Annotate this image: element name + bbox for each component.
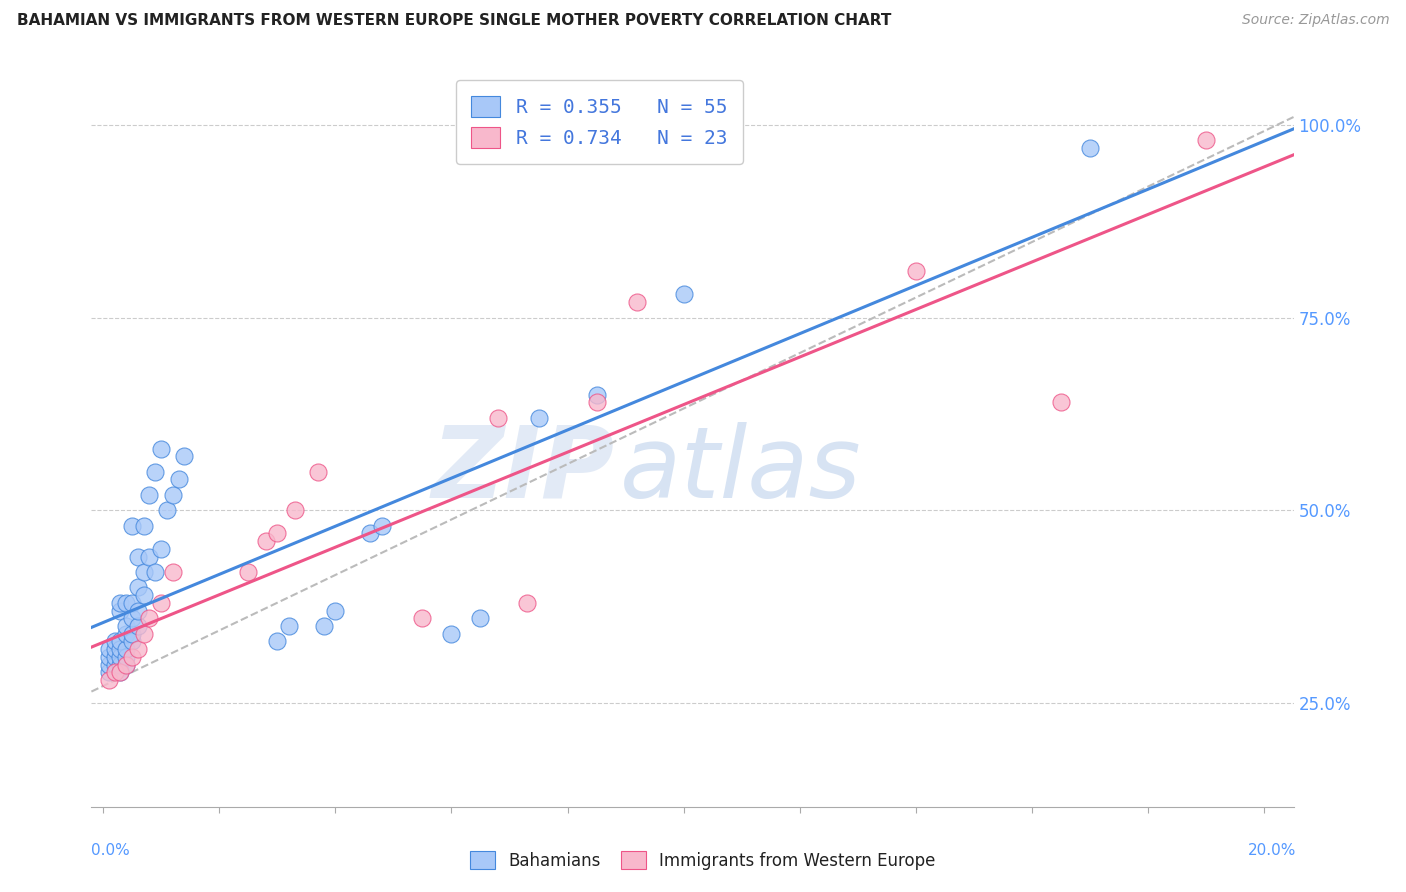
Point (143, 465, 166, 479)
Text: BAHAMIAN VS IMMIGRANTS FROM WESTERN EUROPE SINGLE MOTHER POVERTY CORRELATION CHA: BAHAMIAN VS IMMIGRANTS FROM WESTERN EURO… (17, 13, 891, 29)
Point (104, 665, 127, 680)
Point (132, 565, 155, 579)
Point (115, 657, 138, 672)
Point (371, 518, 394, 533)
Point (585, 395, 607, 409)
Point (411, 611, 433, 625)
Point (121, 649, 143, 664)
Point (115, 657, 138, 672)
Point (1195, 133, 1218, 147)
Point (121, 611, 143, 625)
Point (138, 611, 160, 625)
Point (115, 596, 138, 610)
Point (97, 649, 120, 664)
Point (121, 634, 143, 648)
Point (162, 565, 184, 579)
Point (104, 634, 127, 648)
Point (284, 503, 307, 517)
Point (110, 665, 132, 680)
Text: 20.0%: 20.0% (1249, 843, 1296, 857)
Point (132, 518, 155, 533)
Point (97, 673, 120, 687)
Point (127, 581, 149, 595)
Point (150, 541, 173, 556)
Point (470, 611, 492, 625)
Point (238, 565, 260, 579)
Point (127, 642, 149, 657)
Text: 0.0%: 0.0% (91, 843, 131, 857)
Point (115, 619, 138, 633)
Point (167, 473, 190, 487)
Point (110, 596, 132, 610)
Point (110, 604, 132, 618)
Point (266, 634, 288, 648)
Point (138, 549, 160, 564)
Text: Source: ZipAtlas.com: Source: ZipAtlas.com (1241, 13, 1389, 28)
Point (266, 526, 288, 541)
Point (132, 588, 155, 602)
Point (104, 657, 127, 672)
Point (143, 565, 166, 579)
Point (626, 295, 648, 310)
Legend: R = 0.355   N = 55, R = 0.734   N = 23: R = 0.355 N = 55, R = 0.734 N = 23 (456, 80, 744, 163)
Point (307, 465, 329, 479)
Point (156, 503, 179, 517)
Point (121, 518, 143, 533)
Point (254, 534, 277, 549)
Point (127, 619, 149, 633)
Point (97, 657, 120, 672)
Point (1078, 141, 1101, 155)
Point (150, 596, 173, 610)
Point (127, 549, 149, 564)
Point (97, 665, 120, 680)
Point (277, 619, 299, 633)
Point (115, 642, 138, 657)
Point (110, 657, 132, 672)
Point (97, 642, 120, 657)
Point (312, 619, 335, 633)
Point (905, 264, 928, 278)
Point (104, 642, 127, 657)
Point (440, 626, 463, 640)
Point (173, 450, 195, 464)
Point (527, 410, 550, 425)
Point (110, 634, 132, 648)
Text: ZIP: ZIP (432, 422, 614, 519)
Point (115, 649, 138, 664)
Point (672, 287, 695, 301)
Point (359, 526, 381, 541)
Point (323, 604, 346, 618)
Text: atlas: atlas (620, 422, 862, 519)
Point (486, 410, 509, 425)
Point (138, 488, 160, 502)
Point (110, 649, 132, 664)
Point (127, 604, 149, 618)
Point (516, 596, 538, 610)
Point (121, 626, 143, 640)
Point (162, 488, 184, 502)
Point (1050, 395, 1073, 409)
Point (132, 626, 155, 640)
Point (585, 387, 607, 401)
Point (110, 642, 132, 657)
Point (150, 442, 173, 456)
Point (104, 649, 127, 664)
Point (115, 626, 138, 640)
Point (121, 596, 143, 610)
Legend: Bahamians, Immigrants from Western Europe: Bahamians, Immigrants from Western Europ… (464, 845, 942, 877)
Point (110, 665, 132, 680)
